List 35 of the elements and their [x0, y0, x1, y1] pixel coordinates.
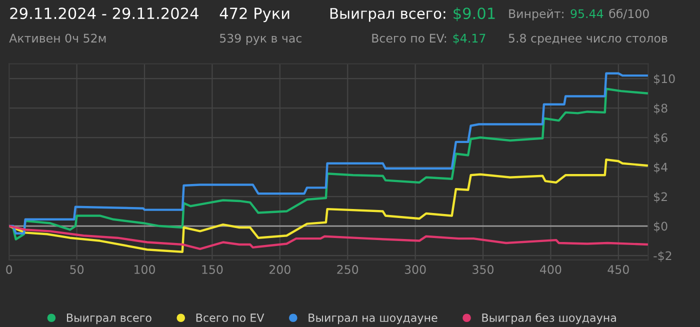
text: Винрейт:	[509, 9, 564, 20]
text: 472 Руки	[220, 8, 290, 22]
text: Выиграл всего:	[330, 8, 446, 22]
x-tick-label: 100	[134, 265, 155, 274]
x-tick-label: 250	[337, 265, 358, 274]
text: $9.01	[454, 7, 495, 22]
text: $4.17	[453, 34, 486, 44]
x-tick-label: 300	[404, 265, 426, 274]
legend-label: Выиграл на шоудауне	[308, 314, 438, 324]
y-tick-label: $2	[654, 192, 667, 203]
text: 29.11.2024 - 29.11.2024	[10, 8, 198, 20]
text: 539 рук в час	[220, 34, 302, 45]
y-tick-label: $4	[654, 162, 668, 174]
y-tick-label: $10	[654, 74, 675, 85]
y-tick-label: $8	[654, 104, 668, 114]
x-tick-label: 450	[608, 265, 629, 274]
x-tick-label: 400	[540, 265, 562, 274]
text: Активен 0ч 52м	[9, 34, 106, 43]
y-tick-label: $6	[654, 133, 668, 144]
text: Всего по EV:	[372, 34, 446, 43]
x-tick-label: 50	[70, 265, 84, 274]
legend-label: Выиграл без шоудауна	[482, 313, 616, 324]
x-tick-label: 200	[270, 265, 290, 274]
x-tick-label: 0	[6, 265, 12, 274]
x-tick-label: 350	[472, 265, 494, 274]
legend-label: Всего по EV	[196, 314, 264, 322]
line-series	[9, 158, 648, 253]
text: 5.8 среднее число столов	[508, 34, 668, 45]
y-tick-label: $0	[654, 222, 668, 232]
text: 95.44	[570, 9, 604, 18]
x-tick-label: 150	[202, 265, 223, 274]
text: бб/100	[609, 8, 649, 20]
y-tick-label: -$2	[654, 251, 672, 262]
line-series	[9, 224, 648, 250]
legend-label: Выиграл всего	[66, 314, 152, 324]
